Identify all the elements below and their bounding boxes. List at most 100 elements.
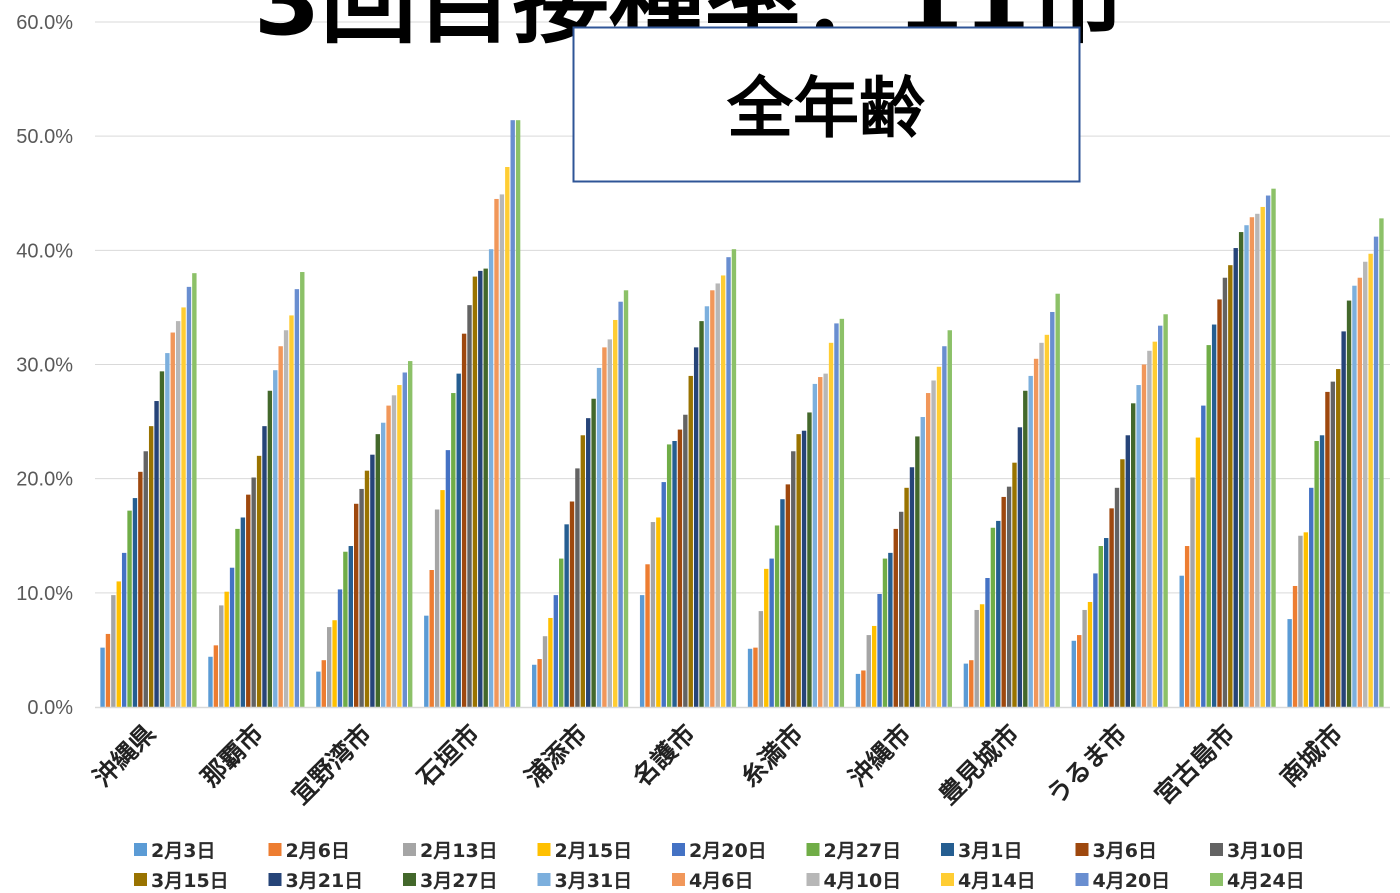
bar bbox=[861, 670, 866, 707]
legend-swatch bbox=[268, 843, 282, 856]
bar bbox=[1082, 609, 1087, 707]
legend-label: 2月13日 bbox=[420, 840, 498, 862]
bar bbox=[251, 477, 256, 707]
y-tick-label: 0.0% bbox=[27, 697, 73, 719]
legend-label: 3月15日 bbox=[151, 870, 229, 892]
legend-label: 4月24日 bbox=[1227, 870, 1305, 892]
bar bbox=[165, 353, 170, 707]
bar bbox=[1238, 232, 1244, 708]
bar bbox=[1109, 508, 1114, 707]
bar bbox=[111, 595, 116, 707]
bar bbox=[580, 435, 586, 707]
bar bbox=[715, 283, 720, 707]
bar bbox=[1163, 314, 1168, 707]
bar bbox=[596, 367, 602, 707]
legend-label: 2月15日 bbox=[555, 840, 633, 862]
bar bbox=[834, 323, 839, 707]
bar bbox=[532, 664, 537, 707]
bar bbox=[1190, 477, 1195, 707]
bar bbox=[747, 648, 753, 707]
bar bbox=[337, 589, 343, 707]
bar bbox=[801, 430, 807, 707]
bar bbox=[936, 366, 942, 707]
bar bbox=[1104, 538, 1109, 707]
legend-swatch bbox=[1210, 873, 1223, 886]
bar bbox=[920, 417, 925, 707]
bar bbox=[321, 660, 326, 707]
bar bbox=[828, 342, 834, 707]
bar bbox=[796, 434, 801, 707]
bar bbox=[186, 286, 192, 707]
bar bbox=[888, 552, 893, 707]
bar bbox=[1357, 277, 1363, 707]
bar bbox=[121, 552, 127, 707]
bar bbox=[246, 494, 251, 707]
bar bbox=[1098, 546, 1104, 707]
bar bbox=[591, 398, 596, 707]
bar bbox=[677, 429, 683, 707]
legend-label: 2月6日 bbox=[286, 840, 350, 862]
bar bbox=[1265, 195, 1271, 708]
legend-swatch bbox=[1075, 843, 1089, 856]
bar bbox=[1260, 206, 1265, 707]
bar bbox=[208, 656, 213, 707]
legend-swatch bbox=[537, 843, 551, 856]
legend-swatch bbox=[672, 843, 685, 856]
bar bbox=[1017, 427, 1023, 707]
bar bbox=[569, 501, 575, 707]
bar bbox=[559, 558, 564, 707]
y-tick-label: 60.0% bbox=[16, 12, 73, 34]
y-axis-ticks: 0.0% 10.0% 20.0% 30.0% 40.0% 50.0% 60.0% bbox=[16, 12, 73, 719]
bar bbox=[791, 451, 796, 707]
bar bbox=[1114, 487, 1120, 707]
bar bbox=[866, 635, 871, 707]
bar bbox=[375, 434, 380, 707]
bar bbox=[499, 194, 505, 707]
bar bbox=[170, 332, 175, 707]
bar bbox=[300, 272, 305, 707]
bar bbox=[1217, 299, 1222, 707]
chart-subtitle: 全年齢 bbox=[726, 70, 925, 147]
bar bbox=[661, 482, 666, 707]
bar bbox=[273, 370, 278, 707]
x-tick-label: 糸満市 bbox=[735, 719, 809, 793]
bar bbox=[942, 346, 947, 707]
bar bbox=[812, 383, 818, 707]
bar bbox=[181, 307, 186, 707]
bar bbox=[429, 570, 434, 707]
legend-label: 2月20日 bbox=[689, 840, 767, 862]
bar bbox=[720, 275, 726, 707]
bar bbox=[1330, 381, 1336, 707]
bar bbox=[488, 249, 494, 708]
bar bbox=[969, 660, 974, 707]
bar bbox=[1271, 188, 1276, 707]
x-tick-label: 名護市 bbox=[627, 719, 701, 793]
bar bbox=[1314, 440, 1319, 707]
bar bbox=[175, 321, 181, 707]
bar bbox=[823, 373, 828, 707]
y-tick-label: 50.0% bbox=[16, 126, 73, 148]
bar bbox=[1055, 293, 1060, 707]
bar bbox=[1206, 345, 1211, 707]
bar bbox=[693, 347, 699, 707]
bar bbox=[262, 426, 267, 707]
bar bbox=[618, 301, 623, 707]
bar bbox=[898, 511, 904, 707]
x-tick-label: 那覇市 bbox=[196, 719, 270, 793]
legend-label: 3月21日 bbox=[286, 870, 364, 892]
bar bbox=[548, 617, 553, 707]
bar bbox=[979, 604, 985, 707]
bar bbox=[391, 395, 397, 707]
bar bbox=[785, 484, 791, 707]
legend-label: 2月27日 bbox=[824, 840, 902, 862]
bar bbox=[1373, 236, 1379, 707]
bar bbox=[229, 567, 235, 707]
bar bbox=[586, 418, 591, 707]
legend-swatch bbox=[134, 843, 147, 856]
bar bbox=[353, 503, 359, 707]
bar bbox=[1298, 535, 1303, 707]
y-tick-label: 20.0% bbox=[16, 469, 73, 491]
bar bbox=[1249, 217, 1255, 707]
x-tick-label: 浦添市 bbox=[519, 719, 593, 793]
